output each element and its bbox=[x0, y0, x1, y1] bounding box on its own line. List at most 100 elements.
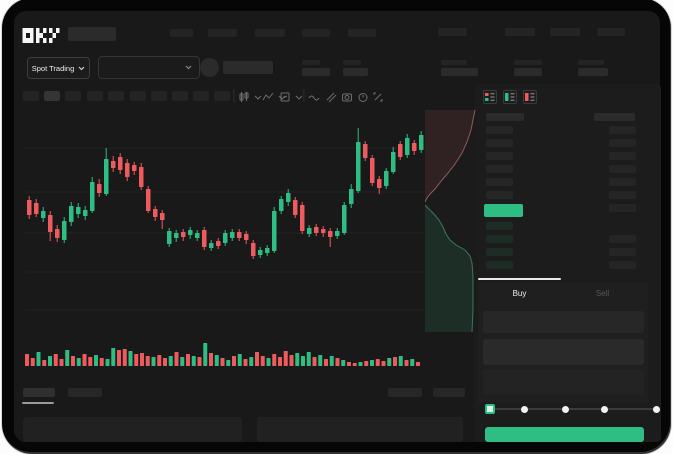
timeframe-button[interactable] bbox=[151, 91, 167, 101]
volume-bar bbox=[358, 362, 363, 366]
timer-icon[interactable] bbox=[357, 91, 369, 103]
nav-item-placeholder[interactable] bbox=[170, 29, 193, 37]
volume-bar bbox=[163, 358, 167, 366]
orders-tab-placeholder[interactable] bbox=[23, 388, 55, 397]
amount-slider-track[interactable] bbox=[488, 408, 655, 410]
volume-bar bbox=[197, 357, 202, 366]
chevron-down-icon[interactable] bbox=[293, 91, 305, 103]
amount-slider-handle[interactable] bbox=[485, 404, 495, 414]
indicators-icon[interactable] bbox=[279, 91, 291, 103]
tab-sell[interactable]: Sell bbox=[595, 289, 610, 298]
toolbar-separator: │ bbox=[231, 90, 238, 102]
orderbook-ask-row[interactable] bbox=[486, 152, 513, 160]
nav-item-placeholder[interactable] bbox=[348, 29, 376, 37]
candle-body bbox=[209, 243, 214, 248]
volume-bar bbox=[398, 356, 403, 366]
volume-bar bbox=[404, 360, 409, 366]
timeframe-button[interactable] bbox=[172, 91, 188, 101]
nav-item-placeholder[interactable] bbox=[505, 28, 535, 36]
volume-bar bbox=[416, 362, 420, 366]
volume-bar bbox=[65, 350, 70, 366]
candle-body bbox=[153, 209, 158, 217]
candle-body bbox=[398, 144, 403, 157]
candle-body bbox=[216, 241, 221, 246]
volume-bar bbox=[174, 352, 179, 366]
slider-step-dot[interactable] bbox=[521, 405, 528, 413]
volume-bar bbox=[232, 356, 236, 366]
timeframe-button[interactable] bbox=[87, 91, 103, 101]
orderbook-bid-row[interactable] bbox=[486, 222, 513, 230]
candle-body bbox=[321, 229, 326, 233]
order-form-field-1[interactable] bbox=[483, 311, 644, 333]
orders-tab-placeholder[interactable] bbox=[68, 388, 102, 397]
timeframe-button[interactable] bbox=[108, 91, 124, 101]
camera-icon[interactable] bbox=[341, 91, 353, 103]
orderbook-ask-row[interactable] bbox=[486, 126, 513, 134]
pair-name-placeholder[interactable] bbox=[223, 61, 273, 74]
active-tab-indicator bbox=[478, 278, 561, 280]
orders-filter-placeholder[interactable] bbox=[433, 388, 465, 397]
orderbook-bid-row[interactable] bbox=[486, 235, 513, 243]
candle-style-icon[interactable] bbox=[238, 91, 250, 103]
timeframe-button[interactable] bbox=[214, 91, 230, 101]
nav-logo-placeholder bbox=[68, 27, 116, 41]
ticker-stat-label-placeholder bbox=[302, 60, 320, 65]
tab-buy[interactable]: Buy bbox=[512, 289, 527, 298]
volume-bar bbox=[145, 356, 150, 366]
orderbook-ask-row[interactable] bbox=[486, 178, 513, 186]
ticker-stat-label-placeholder bbox=[514, 60, 542, 65]
timeframe-button[interactable] bbox=[193, 91, 209, 101]
orderbook-ask-row[interactable] bbox=[486, 139, 513, 147]
fullscreen-icon[interactable] bbox=[372, 91, 384, 103]
ticker-stat-value-placeholder bbox=[343, 68, 368, 76]
volume-bar bbox=[249, 357, 254, 366]
market-type-selector[interactable]: Spot Trading bbox=[27, 57, 90, 79]
volume-bar bbox=[117, 350, 121, 366]
volume-bar bbox=[381, 361, 386, 366]
orders-filter-placeholder[interactable] bbox=[388, 388, 422, 397]
compare-icon[interactable] bbox=[325, 91, 337, 103]
nav-item-placeholder[interactable] bbox=[550, 28, 580, 36]
volume-bar bbox=[220, 358, 225, 366]
orderbook-ask-row[interactable] bbox=[486, 191, 513, 199]
order-form-field-2[interactable] bbox=[483, 339, 644, 365]
volume-bar bbox=[128, 351, 133, 366]
chevron-down-icon[interactable] bbox=[252, 91, 264, 103]
orderbook-bid-row[interactable] bbox=[486, 248, 513, 256]
nav-item-placeholder[interactable] bbox=[597, 28, 625, 36]
volume-bar bbox=[410, 359, 415, 366]
orderbook-ask-row[interactable] bbox=[486, 165, 513, 173]
orderbook-bid-row[interactable] bbox=[486, 261, 513, 269]
candle-body bbox=[342, 205, 347, 233]
orderbook-amount-cell bbox=[609, 235, 636, 243]
book-both-icon[interactable] bbox=[483, 90, 497, 104]
pair-selector[interactable] bbox=[98, 56, 200, 79]
timeframe-button[interactable] bbox=[130, 91, 146, 101]
volume-bar bbox=[260, 356, 265, 366]
book-asks-icon[interactable] bbox=[523, 90, 537, 104]
slider-step-dot[interactable] bbox=[601, 405, 608, 413]
buy-submit-button[interactable] bbox=[485, 427, 644, 442]
book-bids-icon[interactable] bbox=[503, 90, 517, 104]
order-form-field-3[interactable] bbox=[483, 369, 644, 395]
timeframe-button[interactable] bbox=[44, 91, 60, 101]
candle-body bbox=[90, 182, 95, 211]
nav-item-placeholder[interactable] bbox=[438, 28, 467, 36]
okx-logo[interactable] bbox=[22, 28, 60, 43]
volume-bar bbox=[99, 358, 104, 366]
orderbook-amount-cell bbox=[609, 126, 636, 134]
slider-step-dot[interactable] bbox=[562, 405, 569, 413]
nav-item-placeholder[interactable] bbox=[255, 29, 285, 37]
volume-bar bbox=[352, 363, 357, 366]
candle-body bbox=[286, 193, 291, 202]
timeframe-button[interactable] bbox=[23, 91, 39, 101]
nav-item-placeholder[interactable] bbox=[208, 29, 237, 37]
line-style-icon[interactable] bbox=[262, 91, 274, 103]
volume-bar bbox=[42, 360, 47, 366]
slider-step-dot[interactable] bbox=[653, 405, 660, 413]
nav-item-placeholder[interactable] bbox=[302, 29, 330, 37]
timeframe-button[interactable] bbox=[65, 91, 81, 101]
overlay-wave-icon[interactable] bbox=[308, 91, 320, 103]
volume-bar bbox=[59, 359, 64, 366]
volume-bar bbox=[186, 354, 190, 366]
